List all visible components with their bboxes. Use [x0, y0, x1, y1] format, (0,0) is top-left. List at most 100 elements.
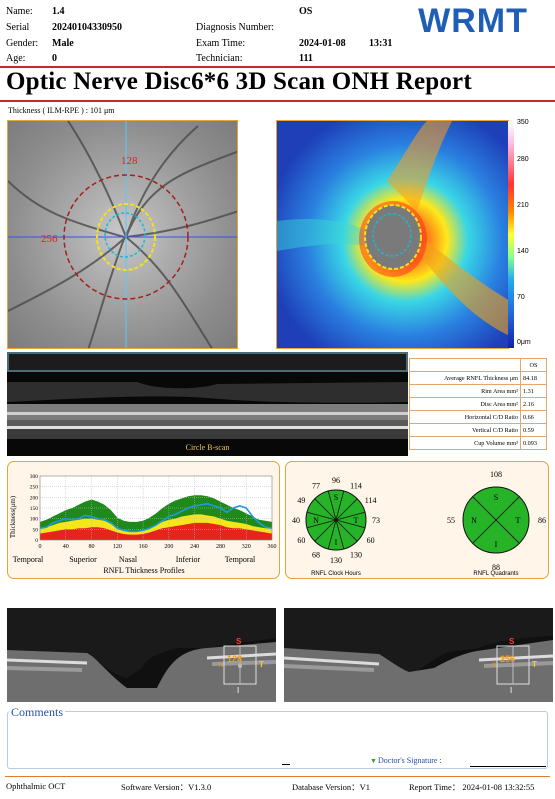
y-tick-label: 50	[33, 527, 39, 533]
age-value: 0	[52, 53, 57, 64]
table-header-row: OS	[409, 358, 547, 372]
clock-letter-i: I	[335, 538, 338, 547]
fundus-label-top: 128	[121, 155, 138, 167]
clock-divider	[306, 511, 337, 521]
quadrants-diagram: 108 86 88 55 S T I N	[447, 470, 546, 572]
comments-title: Comments	[9, 705, 66, 720]
oct-left-n: N	[219, 663, 223, 669]
param-label: Cup Volume mm³	[409, 436, 521, 450]
table-eye-header: OS	[520, 358, 547, 372]
name-label: Name:	[6, 6, 33, 17]
param-label: Vertical C/D Ratio	[409, 423, 521, 437]
clock-hour-value: 77	[312, 481, 320, 490]
footer-product: Ophthalmic OCT	[6, 781, 66, 791]
sector-label: Nasal	[119, 555, 138, 564]
param-value: 0.66	[520, 410, 547, 424]
colorbar-tick: 0μm	[517, 339, 531, 346]
clock-divider	[327, 490, 337, 521]
thickness-label: Thickness ( ILM-RPE ) : 101 μm	[8, 106, 115, 115]
quadrant-value-s: 108	[490, 470, 502, 479]
clock-hour-value: 73	[372, 516, 380, 525]
bscan-label: Circle B-scan	[185, 443, 230, 452]
param-label: Rim Area mm²	[409, 384, 521, 398]
onh-parameters-table: OS Average RNFL Thickness μm 84.18 Rim A…	[409, 358, 547, 450]
quadrant-letter-n: N	[471, 516, 477, 525]
exam-time-label: Exam Time:	[196, 38, 246, 49]
quadrants-caption: RNFL Quadrants	[473, 571, 518, 577]
quadrant-value-i: 88	[492, 563, 500, 572]
y-tick-label: 150	[30, 506, 39, 512]
clock-hour-value: 60	[297, 536, 305, 545]
sector-label: Temporal	[13, 555, 44, 564]
gender-label: Gender:	[6, 38, 39, 49]
footer-database-version: Database Version：V1	[292, 782, 370, 792]
colorbar-tick: 350	[517, 119, 529, 126]
table-corner	[409, 358, 521, 372]
chart-title: RNFL Thickness Profiles	[103, 566, 184, 575]
oct-left-i: I	[237, 686, 239, 695]
param-value: 84.18	[520, 371, 547, 385]
sector-label: Inferior	[176, 555, 201, 564]
x-tick-label: 240	[190, 544, 199, 550]
y-tick-label: 200	[30, 495, 39, 501]
thickness-map	[276, 120, 509, 349]
title-rule-top	[0, 66, 555, 68]
bscan-graphic	[7, 382, 408, 439]
clock-divider	[327, 519, 337, 550]
thickness-map-graphic	[277, 121, 508, 348]
clock-hour-value: 68	[312, 551, 320, 560]
comments-box[interactable]	[7, 711, 548, 769]
fundus-overlay: 128 256	[8, 121, 237, 348]
signature-line[interactable]	[470, 766, 546, 767]
param-value: 0.093	[520, 436, 547, 450]
param-value: 1.31	[520, 384, 547, 398]
table-row: Rim Area mm² 1.31	[409, 384, 547, 398]
comments-mark	[282, 764, 290, 765]
oct-left-t: T	[259, 660, 264, 669]
quadrant-divider	[472, 496, 520, 544]
clock-divider	[335, 490, 345, 521]
clock-divider	[335, 519, 358, 542]
exam-time: 13:31	[369, 38, 393, 49]
thickness-colorbar	[508, 121, 514, 348]
serial-value: 20240104330950	[52, 22, 122, 33]
footer-software-version: Software Version：V1.3.0	[121, 782, 212, 792]
param-label: Average RNFL Thickness μm	[409, 371, 521, 385]
age-label: Age:	[6, 53, 26, 64]
oct-right-i: I	[510, 686, 512, 695]
y-tick-label: 250	[30, 485, 39, 491]
footer-rule	[5, 776, 550, 777]
fundus-image: 128 256	[7, 120, 238, 349]
colorbar-tick: 280	[517, 156, 529, 163]
y-tick-label: 0	[35, 538, 38, 544]
clock-hour-value: 96	[332, 476, 340, 485]
x-tick-label: 320	[242, 544, 251, 550]
clock-hour-value: 130	[330, 556, 342, 565]
clock-hour-value: 114	[350, 481, 362, 490]
signature-marker-icon: ▼	[370, 757, 377, 765]
quadrant-value-t: 86	[538, 516, 546, 525]
name-value: 1.4	[52, 6, 65, 17]
oct-right-s: S	[509, 637, 515, 646]
brand-logo: WRMT	[418, 2, 528, 38]
colorbar-tick: 70	[517, 294, 525, 301]
title-rule-bottom	[0, 100, 555, 102]
x-tick-label: 40	[63, 544, 69, 550]
x-tick-label: 160	[139, 544, 148, 550]
clock-divider	[335, 519, 345, 550]
table-row: Vertical C/D Ratio 0.59	[409, 423, 547, 437]
param-label: Disc Area mm²	[409, 397, 521, 411]
eye-value: OS	[299, 6, 313, 17]
clock-hour-value: 114	[365, 496, 377, 505]
oct-scan-left: S I T N 128	[7, 608, 276, 702]
sector-label: Temporal	[225, 555, 256, 564]
rnfl-sector-panel: 114 114 73 60 130 130 68 60 40 49 77 96 S T I N 108 86 88…	[285, 461, 549, 579]
oct-right-n: N	[492, 663, 496, 669]
x-tick-label: 0	[39, 544, 42, 550]
clock-divider	[314, 498, 337, 521]
clock-hour-value: 40	[292, 516, 300, 525]
logo-text: WRMT	[418, 2, 528, 38]
sector-label: Superior	[69, 555, 97, 564]
